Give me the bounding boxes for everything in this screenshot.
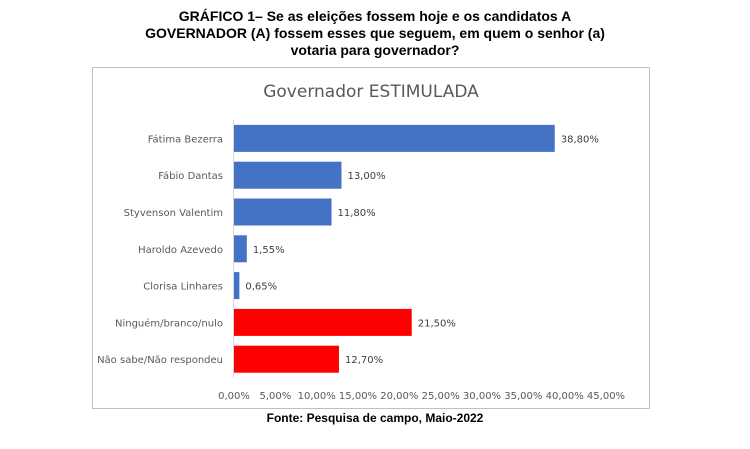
category-labels: Fátima Bezerra Fábio Dantas Styvenson Vale… xyxy=(97,133,223,366)
x-tick-label: 20,00% xyxy=(380,391,418,402)
data-label: 13,00% xyxy=(347,171,385,182)
value-labels: 38,80% 13,00% 11,80% 1,55% 0,65% 21,50% 12,70% xyxy=(245,134,599,366)
x-axis-ticks: 0,00% 5,00% 10,00% 15,00% 20,00% 25,00% 30,00%… xyxy=(218,391,625,402)
data-label: 0,65% xyxy=(245,282,277,293)
chart-frame xyxy=(92,67,650,409)
x-tick-label: 10,00% xyxy=(298,391,336,402)
category-label: Clorisa Linhares xyxy=(143,282,223,293)
data-label: 38,80% xyxy=(561,134,599,145)
bar xyxy=(234,124,555,152)
source-footer: Fonte: Pesquisa de campo, Maio-2022 xyxy=(266,411,484,425)
x-tick-label: 40,00% xyxy=(546,391,584,402)
bar xyxy=(234,272,240,300)
data-label: 12,70% xyxy=(345,355,383,366)
heading-line-3: votaria para governador? xyxy=(290,42,460,58)
x-tick-label: 45,00% xyxy=(587,391,625,402)
bar xyxy=(234,161,342,189)
data-label: 11,80% xyxy=(338,208,376,219)
chart-heading: GRÁFICO 1– Se as eleições fossem hoje e … xyxy=(60,8,690,59)
bar xyxy=(234,235,247,263)
bar xyxy=(234,198,332,226)
data-label: 1,55% xyxy=(253,245,285,256)
heading-line-1: GRÁFICO 1– Se as eleições fossem hoje e … xyxy=(178,8,572,24)
x-tick-label: 35,00% xyxy=(504,391,542,402)
x-tick-label: 30,00% xyxy=(463,391,501,402)
x-tick-label: 15,00% xyxy=(339,391,377,402)
data-label: 21,50% xyxy=(418,318,456,329)
bar xyxy=(234,308,412,336)
x-tick-label: 0,00% xyxy=(218,391,250,402)
category-label: Ninguém/branco/nulo xyxy=(115,317,223,329)
chart-title: Governador ESTIMULADA xyxy=(263,82,479,102)
category-label: Styvenson Valentim xyxy=(124,208,223,219)
x-tick-label: 25,00% xyxy=(422,391,460,402)
bars-group xyxy=(234,124,555,373)
category-label: Não sabe/Não respondeu xyxy=(97,355,223,366)
x-tick-label: 5,00% xyxy=(259,391,291,402)
category-label: Fátima Bezerra xyxy=(148,133,223,145)
heading-line-2: GOVERNADOR (A) fossem esses que seguem, … xyxy=(145,25,605,41)
category-label: Haroldo Azevedo xyxy=(138,245,223,256)
category-label: Fábio Dantas xyxy=(158,170,223,182)
bar xyxy=(234,345,339,373)
